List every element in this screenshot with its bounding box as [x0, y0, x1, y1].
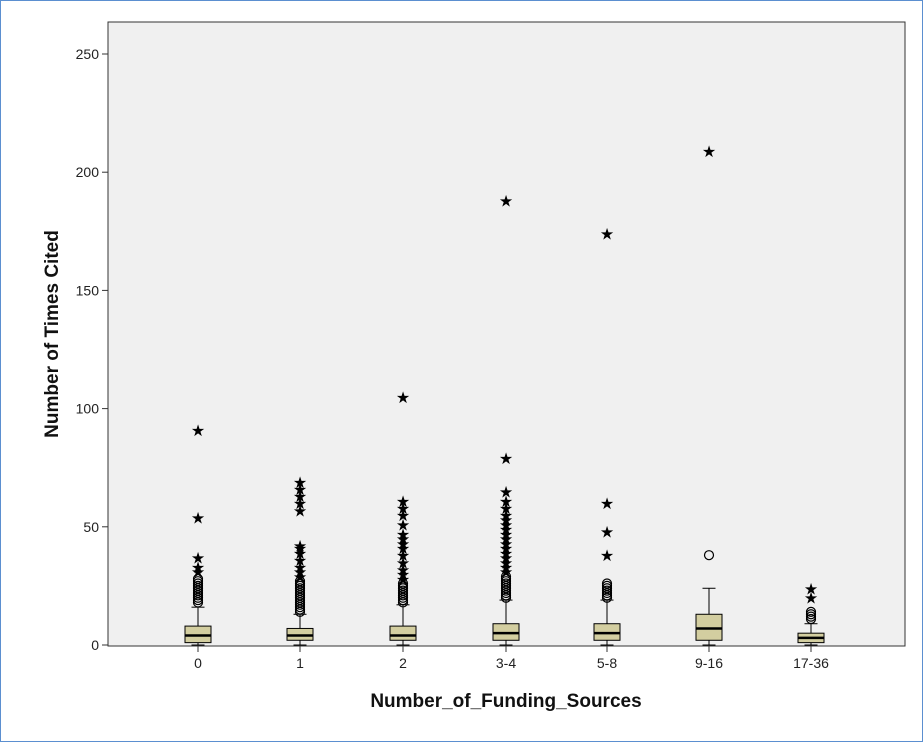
- extreme-point: ★: [396, 539, 410, 558]
- extreme-point: ★: [191, 508, 205, 527]
- extreme-point: ★: [804, 579, 818, 598]
- y-tick-label: 100: [76, 401, 100, 417]
- extreme-point: ★: [396, 525, 410, 544]
- extreme-point: ★: [293, 473, 307, 492]
- box-group-1: ★★★★★★★★★★★★: [286, 473, 314, 646]
- x-axis: 0 1 2 3-4 5-8 9-16 17-36: [194, 646, 829, 671]
- extreme-point: ★: [600, 494, 614, 513]
- extreme-point: ★: [499, 520, 513, 539]
- x-axis-title: Number_of_Funding_Sources: [370, 691, 641, 712]
- y-tick-label: 50: [83, 519, 99, 535]
- extreme-point: ★: [293, 563, 307, 582]
- extreme-point: ★: [191, 563, 205, 582]
- extreme-point: ★: [499, 449, 513, 468]
- extreme-point: ★: [499, 515, 513, 534]
- extreme-point: ★: [702, 142, 716, 161]
- outlier-point: [601, 578, 613, 589]
- x-tick-label: 3-4: [496, 655, 516, 671]
- y-axis: 0 50 100 150 200 250: [76, 46, 108, 653]
- extreme-point: ★: [396, 515, 410, 534]
- extreme-point: ★: [499, 534, 513, 553]
- x-tick-label: 5-8: [597, 655, 617, 671]
- x-tick-label: 17-36: [793, 655, 829, 671]
- plot-area: [107, 21, 906, 647]
- outlier-point: [703, 550, 715, 561]
- boxes: ★★★★★★★★★★★★★★★★★★★★★★★★★★★★★★★★★★★★★★★★…: [184, 142, 825, 646]
- extreme-point: ★: [499, 499, 513, 518]
- extreme-point: ★: [499, 192, 513, 211]
- extreme-point: ★: [396, 492, 410, 511]
- y-tick-label: 150: [76, 282, 100, 298]
- extreme-point: ★: [396, 506, 410, 525]
- box-group-3-4: ★★★★★★★★★★★★★★★★★★: [492, 192, 520, 646]
- extreme-point: ★: [396, 553, 410, 572]
- extreme-point: ★: [499, 506, 513, 525]
- x-tick-label: 0: [194, 655, 202, 671]
- box-group-17-36: ★★: [797, 579, 825, 646]
- x-tick-label: 2: [399, 655, 407, 671]
- box-group-9-16: ★: [695, 142, 723, 646]
- extreme-point: ★: [499, 525, 513, 544]
- outlier-point: [294, 576, 306, 587]
- extreme-point: ★: [499, 539, 513, 558]
- outlier-point: [192, 573, 204, 584]
- extreme-point: ★: [293, 487, 307, 506]
- box-group-2: ★★★★★★★★★★★★★★: [389, 388, 417, 646]
- x-tick-label: 1: [296, 655, 304, 671]
- extreme-point: ★: [293, 494, 307, 513]
- extreme-point: ★: [293, 480, 307, 499]
- outlier-point: [397, 578, 409, 589]
- box-group-0: ★★★★★: [184, 421, 212, 646]
- extreme-point: ★: [600, 225, 614, 244]
- outlier-point: [805, 606, 817, 618]
- x-tick-label: 9-16: [695, 655, 723, 671]
- extreme-point: ★: [499, 558, 513, 577]
- extreme-point: ★: [293, 501, 307, 520]
- extreme-point: ★: [293, 551, 307, 570]
- box: [389, 625, 417, 641]
- extreme-point: ★: [499, 549, 513, 568]
- extreme-point: ★: [396, 388, 410, 407]
- extreme-point: ★: [293, 567, 307, 586]
- extreme-point: ★: [396, 499, 410, 518]
- extreme-point: ★: [396, 546, 410, 565]
- extreme-point: ★: [396, 560, 410, 579]
- extreme-point: ★: [600, 523, 614, 542]
- outlier-point: [500, 571, 512, 582]
- extreme-point: ★: [499, 482, 513, 501]
- extreme-point: ★: [499, 511, 513, 530]
- extreme-point: ★: [191, 421, 205, 440]
- extreme-point: ★: [499, 544, 513, 563]
- extreme-point: ★: [191, 549, 205, 568]
- extreme-point: ★: [191, 558, 205, 577]
- extreme-point: ★: [293, 537, 307, 556]
- box-group-5-8: ★ ★ ★ ★: [593, 225, 621, 646]
- y-tick-label: 0: [91, 637, 99, 653]
- extreme-point: ★: [396, 565, 410, 584]
- y-tick-label: 200: [76, 164, 100, 180]
- y-tick-label: 250: [76, 46, 100, 62]
- extreme-point: ★: [499, 553, 513, 572]
- extreme-point: ★: [293, 558, 307, 577]
- extreme-point: ★: [804, 589, 818, 608]
- extreme-point: ★: [396, 530, 410, 549]
- extreme-point: ★: [293, 544, 307, 563]
- extreme-point: ★: [499, 492, 513, 511]
- extreme-point: ★: [396, 570, 410, 589]
- extreme-point: ★: [499, 530, 513, 549]
- extreme-point: ★: [293, 539, 307, 558]
- extreme-point: ★: [600, 546, 614, 565]
- extreme-point: ★: [499, 563, 513, 582]
- y-axis-title: Number of Times Cited: [42, 230, 63, 438]
- extreme-point: ★: [396, 534, 410, 553]
